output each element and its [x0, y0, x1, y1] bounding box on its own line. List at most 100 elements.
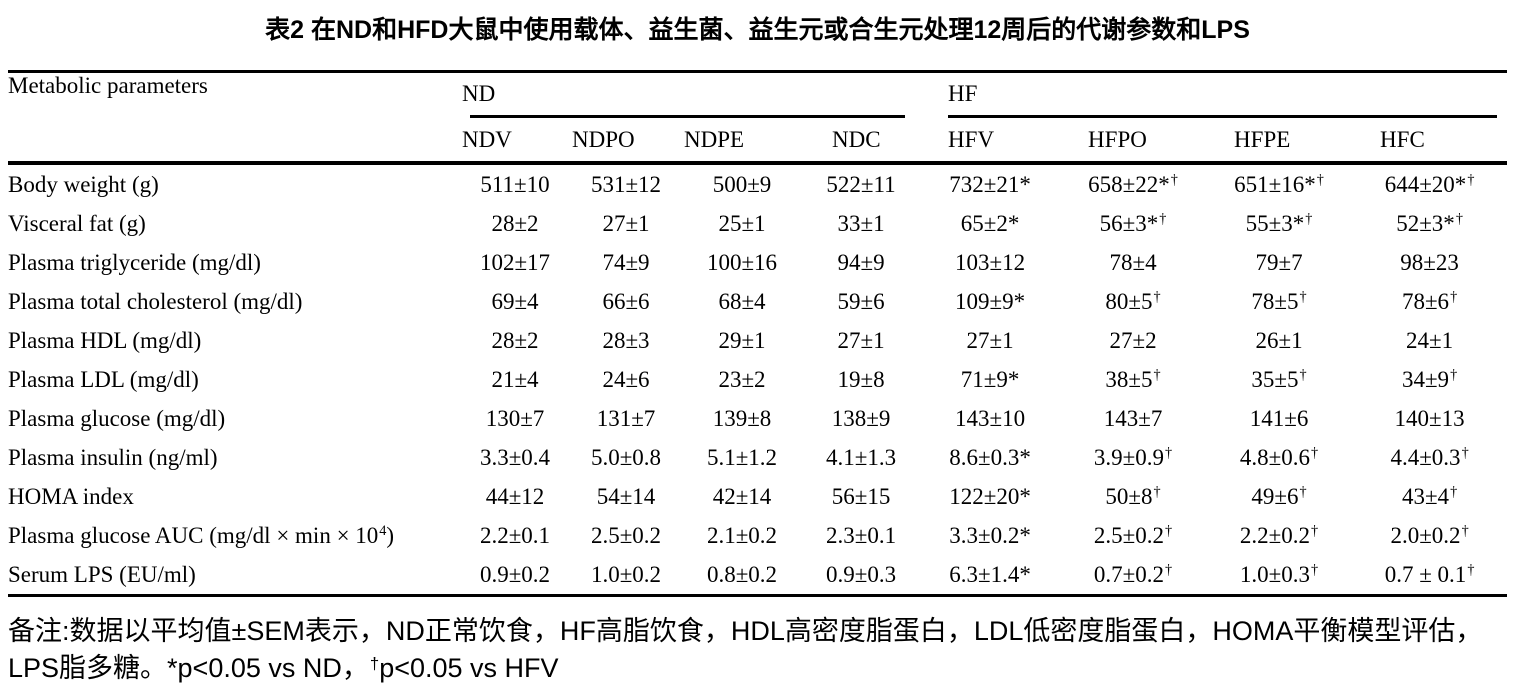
table-row: Plasma glucose AUC (mg/dl × min × 104) 2.…: [8, 516, 1507, 555]
data-cell: 56±3*†: [1099, 210, 1167, 236]
data-cell: 49±6†: [1251, 483, 1307, 509]
data-cell: 27±1: [966, 327, 1014, 353]
data-cell: 74±9: [602, 249, 650, 275]
row-label: Visceral fat (g): [8, 210, 146, 236]
data-cell: 68±4: [718, 288, 766, 314]
data-cell: 78±4: [1109, 249, 1157, 275]
column-header-hfc: HFC: [1352, 118, 1508, 165]
data-cell: 29±1: [718, 327, 766, 353]
table-row: Body weight (g) 511±10 531±12 500±9 522±11 73…: [8, 163, 1507, 204]
data-cell: 732±21*: [949, 171, 1031, 197]
table-body: Body weight (g) 511±10 531±12 500±9 522±11 73…: [8, 163, 1507, 596]
row-label: Plasma total cholesterol (mg/dl): [8, 288, 303, 314]
data-cell: 1.0±0.3†: [1239, 561, 1319, 587]
data-cell: 69±4: [491, 288, 539, 314]
data-cell: 103±12: [954, 249, 1026, 275]
table-row: Plasma insulin (ng/ml) 3.3±0.4 5.0±0.8 5.1±…: [8, 438, 1507, 477]
data-cell: 140±13: [1394, 405, 1465, 431]
data-cell: 138±9: [831, 405, 891, 431]
data-cell: 8.6±0.3*: [949, 444, 1031, 470]
data-cell: 27±2: [1109, 327, 1157, 353]
data-cell: 2.1±0.2: [706, 522, 778, 548]
group-header-row: Metabolic parameters ND HF: [8, 71, 1507, 165]
data-cell: 28±2: [491, 327, 539, 353]
table-row: Serum LPS (EU/ml) 0.9±0.2 1.0±0.2 0.8±0.2 0.…: [8, 555, 1507, 596]
data-cell: 28±3: [602, 327, 650, 353]
data-cell: 102±17: [479, 249, 551, 275]
data-cell: 25±1: [718, 210, 766, 236]
data-cell: 2.5±0.2: [590, 522, 662, 548]
data-cell: 130±7: [485, 405, 545, 431]
data-cell: 56±15: [831, 483, 891, 509]
data-cell: 43±4†: [1401, 483, 1458, 509]
column-header-row: NDV NDPO NDPE NDC HFV HFPO HFPE HFC: [8, 118, 1508, 165]
row-label: Body weight (g): [8, 171, 159, 197]
data-cell: 5.1±1.2: [706, 444, 778, 470]
data-cell: 24±1: [1406, 327, 1454, 353]
column-header-hfpo: HFPO: [1060, 118, 1207, 165]
column-header-ndpo: NDPO: [570, 118, 682, 165]
data-cell: 28±2: [491, 210, 539, 236]
column-header-hfpe: HFPE: [1206, 118, 1353, 165]
data-cell: 143±10: [954, 405, 1026, 431]
data-cell: 4.1±1.3: [825, 444, 897, 470]
data-cell: 3.3±0.2*: [949, 522, 1031, 548]
hf-group-rule: [948, 115, 1498, 118]
nd-group-rule: [470, 115, 906, 118]
data-cell: 94±9: [837, 249, 885, 275]
data-cell: 2.0±0.2†: [1390, 522, 1469, 548]
table-row: Plasma triglyceride (mg/dl) 102±17 74±9 100…: [8, 243, 1507, 282]
table-title: 表2 在ND和HFD大鼠中使用载体、益生菌、益生元或合生元处理12周后的代谢参数…: [265, 16, 1250, 44]
table-footnote: 备注:数据以平均值±SEM表示，ND正常饮食，HF高脂饮食，HDL高密度脂蛋白，…: [8, 616, 1483, 683]
corner-header: Metabolic parameters: [8, 71, 460, 165]
data-cell: 80±5†: [1105, 288, 1161, 314]
data-cell: 1.0±0.2: [590, 561, 662, 587]
data-cell: 0.8±0.2: [706, 561, 778, 587]
data-cell: 33±1: [837, 210, 885, 236]
group-header-hf: HF: [920, 72, 1507, 118]
data-cell: 0.9±0.2: [479, 561, 551, 587]
row-label: Plasma LDL (mg/dl): [8, 366, 199, 392]
data-cell: 34±9†: [1401, 366, 1458, 392]
table-row: Plasma glucose (mg/dl) 130±7 131±7 139±8 138…: [8, 399, 1507, 438]
data-cell: 2.3±0.1: [825, 522, 897, 548]
row-label: Plasma HDL (mg/dl): [8, 327, 202, 353]
table-row: Plasma LDL (mg/dl) 21±4 24±6 23±2 19±8 71±9* 3…: [8, 360, 1507, 399]
data-cell: 531±12: [590, 171, 662, 197]
table-row: Plasma HDL (mg/dl) 28±2 28±3 29±1 27±1 27±1 27…: [8, 321, 1507, 360]
data-cell: 79±7: [1255, 249, 1303, 275]
data-cell: 0.7±0.2†: [1093, 561, 1173, 587]
data-cell: 71±9*: [960, 366, 1020, 392]
data-cell: 44±12: [485, 483, 545, 509]
column-header-hfv: HFV: [920, 118, 1061, 165]
column-header-ndpe: NDPE: [682, 118, 802, 165]
row-label: Plasma triglyceride (mg/dl): [8, 249, 261, 275]
data-cell: 59±6: [837, 288, 885, 314]
data-cell: 0.7 ± 0.1†: [1384, 561, 1475, 587]
data-cell: 54±14: [596, 483, 656, 509]
data-cell: 98±23: [1400, 249, 1459, 275]
row-label: Plasma insulin (ng/ml): [8, 444, 218, 470]
data-cell: 78±6†: [1401, 288, 1458, 314]
data-cell: 500±9: [712, 171, 772, 197]
data-cell: 100±16: [706, 249, 778, 275]
row-label: HOMA index: [8, 483, 134, 509]
data-cell: 2.2±0.2†: [1239, 522, 1319, 548]
group-header-nd: ND: [460, 72, 920, 118]
data-cell: 35±5†: [1251, 366, 1307, 392]
data-cell: 50±8†: [1105, 483, 1161, 509]
data-cell: 0.9±0.3: [825, 561, 897, 587]
data-cell: 139±8: [712, 405, 772, 431]
data-cell: 2.5±0.2†: [1093, 522, 1173, 548]
data-cell: 131±7: [596, 405, 656, 431]
data-cell: 141±6: [1249, 405, 1309, 431]
data-cell: 2.2±0.1: [479, 522, 551, 548]
data-cell: 4.4±0.3†: [1390, 444, 1469, 470]
data-cell: 42±14: [712, 483, 772, 509]
data-cell: 109±9*: [954, 288, 1026, 314]
table-row: Plasma total cholesterol (mg/dl) 69±4 66±6…: [8, 282, 1507, 321]
group-label-nd: ND: [462, 81, 496, 106]
data-cell: 21±4: [491, 366, 539, 392]
data-cell: 3.3±0.4: [479, 444, 551, 470]
data-cell: 19±8: [837, 366, 885, 392]
